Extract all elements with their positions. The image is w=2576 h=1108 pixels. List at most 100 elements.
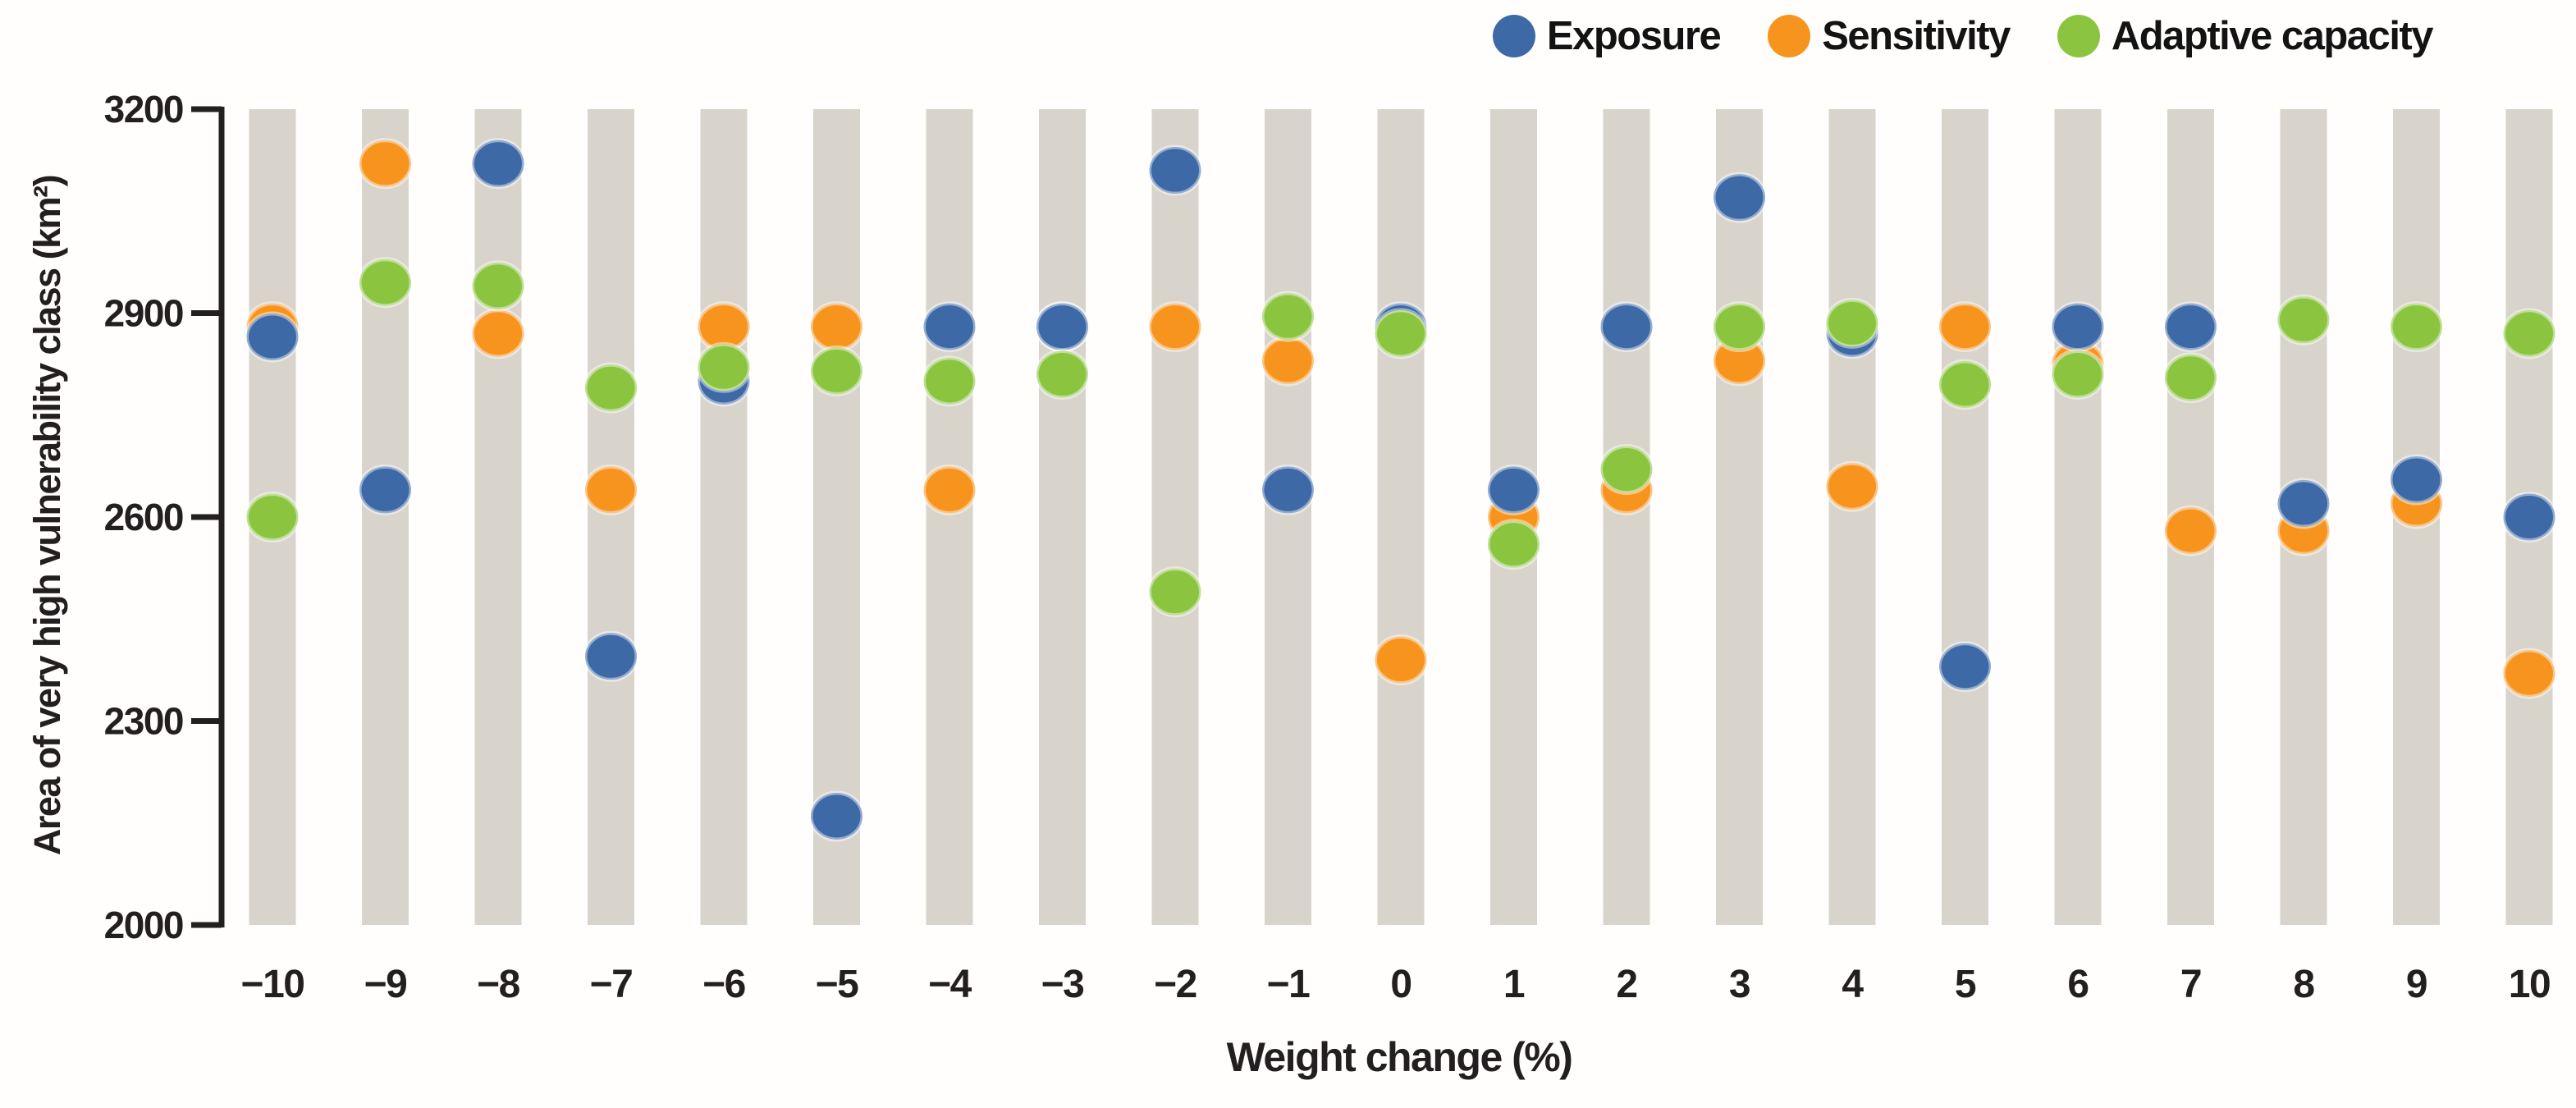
data-point-exposure — [583, 630, 639, 682]
data-point-exposure — [1711, 172, 1768, 223]
x-tick-label: 5 — [1955, 963, 1976, 1006]
data-point-adaptive-capacity — [1260, 291, 1316, 342]
data-point-sensitivity — [470, 308, 526, 359]
adaptive-capacity-dot-icon — [2057, 15, 2100, 57]
data-point-adaptive-capacity — [2050, 349, 2106, 401]
legend-label-sensitivity: Sensitivity — [1822, 14, 2011, 58]
x-tick-label: −2 — [1154, 963, 1196, 1006]
x-axis-title: Weight change (%) — [1226, 1034, 1573, 1080]
y-tick-label: 2000 — [104, 904, 183, 946]
y-tick-label: 3200 — [104, 88, 183, 130]
data-point-adaptive-capacity — [1937, 359, 1993, 410]
background-bar — [2054, 109, 2102, 925]
x-tick-label: 0 — [1390, 963, 1411, 1006]
data-point-adaptive-capacity — [696, 341, 752, 393]
data-point-adaptive-capacity — [470, 260, 526, 312]
data-point-adaptive-capacity — [357, 257, 414, 309]
data-point-sensitivity — [2501, 648, 2557, 699]
data-point-exposure — [808, 790, 865, 842]
data-point-sensitivity — [1824, 460, 1880, 512]
data-point-sensitivity — [357, 138, 414, 190]
exposure-dot-icon — [1492, 15, 1535, 57]
data-point-adaptive-capacity — [808, 345, 865, 396]
background-bar — [1716, 109, 1763, 925]
data-point-adaptive-capacity — [1147, 566, 1203, 618]
data-point-adaptive-capacity — [1599, 444, 1654, 496]
background-bar — [1603, 109, 1650, 925]
background-bar — [362, 109, 409, 925]
sensitivity-dot-icon — [1768, 15, 1811, 57]
data-point-exposure — [2162, 301, 2219, 353]
data-point-adaptive-capacity — [1034, 349, 1091, 401]
x-tick-label: −4 — [928, 963, 972, 1006]
x-tick-label: 6 — [2067, 963, 2088, 1006]
data-point-adaptive-capacity — [1485, 519, 1542, 570]
data-point-sensitivity — [1147, 301, 1203, 353]
x-tick-label: 2 — [1616, 963, 1636, 1006]
data-point-adaptive-capacity — [1373, 308, 1429, 359]
x-tick-label: −9 — [364, 963, 407, 1006]
data-point-sensitivity — [583, 464, 639, 515]
x-tick-label: 9 — [2406, 963, 2427, 1006]
legend: Exposure Sensitivity Adaptive capacity — [1492, 7, 2434, 66]
data-point-adaptive-capacity — [2162, 352, 2219, 404]
legend-item-sensitivity: Sensitivity — [1768, 13, 2011, 59]
data-point-exposure — [1034, 301, 1091, 353]
x-tick-label: −6 — [702, 963, 745, 1006]
background-bar — [1377, 109, 1425, 925]
data-point-sensitivity — [2162, 505, 2219, 556]
legend-item-adaptive-capacity: Adaptive capacity — [2057, 13, 2434, 59]
x-tick-label: −1 — [1267, 963, 1311, 1006]
data-point-sensitivity — [1260, 335, 1316, 387]
x-tick-label: −8 — [477, 963, 520, 1006]
data-point-exposure — [1937, 641, 1993, 693]
data-point-adaptive-capacity — [2501, 308, 2557, 359]
data-point-exposure — [1485, 464, 1542, 515]
y-tick-label: 2300 — [104, 700, 183, 743]
x-tick-label: −7 — [590, 963, 633, 1006]
background-bar — [700, 109, 748, 925]
legend-label-exposure: Exposure — [1546, 14, 1722, 58]
data-point-adaptive-capacity — [583, 362, 639, 414]
data-point-adaptive-capacity — [922, 355, 977, 407]
background-bar — [474, 109, 522, 925]
x-tick-label: 4 — [1842, 963, 1864, 1006]
data-point-sensitivity — [1373, 634, 1429, 685]
background-bar — [1265, 109, 1311, 925]
x-tick-label: 1 — [1503, 963, 1525, 1006]
data-point-exposure — [922, 301, 977, 353]
background-bar — [1942, 109, 1988, 925]
x-tick-label: −5 — [816, 963, 859, 1006]
background-bar — [926, 109, 973, 925]
data-point-adaptive-capacity — [2276, 294, 2331, 346]
x-tick-label: 3 — [1729, 963, 1750, 1006]
data-point-exposure — [2276, 478, 2331, 529]
data-point-sensitivity — [808, 301, 865, 353]
x-tick-label: −10 — [241, 963, 304, 1006]
y-tick-label: 2600 — [104, 496, 183, 538]
data-point-exposure — [2388, 454, 2445, 506]
x-tick-label: 7 — [2180, 963, 2201, 1006]
background-bar — [1828, 109, 1876, 925]
data-point-adaptive-capacity — [2388, 301, 2445, 353]
data-point-adaptive-capacity — [1711, 301, 1768, 353]
background-bar — [588, 109, 634, 925]
legend-item-exposure: Exposure — [1492, 13, 1722, 59]
x-tick-label: 8 — [2293, 963, 2314, 1006]
data-point-exposure — [1260, 464, 1316, 515]
data-point-exposure — [2501, 492, 2557, 543]
data-point-exposure — [357, 464, 414, 515]
background-bar — [813, 109, 860, 925]
data-point-exposure — [2050, 301, 2106, 353]
data-point-adaptive-capacity — [1824, 297, 1880, 349]
y-axis-title: Area of very high vulnerability class (k… — [26, 175, 68, 856]
x-tick-label: 10 — [2509, 963, 2550, 1006]
x-tick-label: −3 — [1041, 963, 1084, 1006]
data-point-exposure — [245, 311, 300, 363]
legend-label-adaptive-capacity: Adaptive capacity — [2111, 14, 2434, 58]
background-bar — [1151, 109, 1199, 925]
background-bar — [1039, 109, 1086, 925]
data-point-exposure — [1599, 301, 1654, 353]
